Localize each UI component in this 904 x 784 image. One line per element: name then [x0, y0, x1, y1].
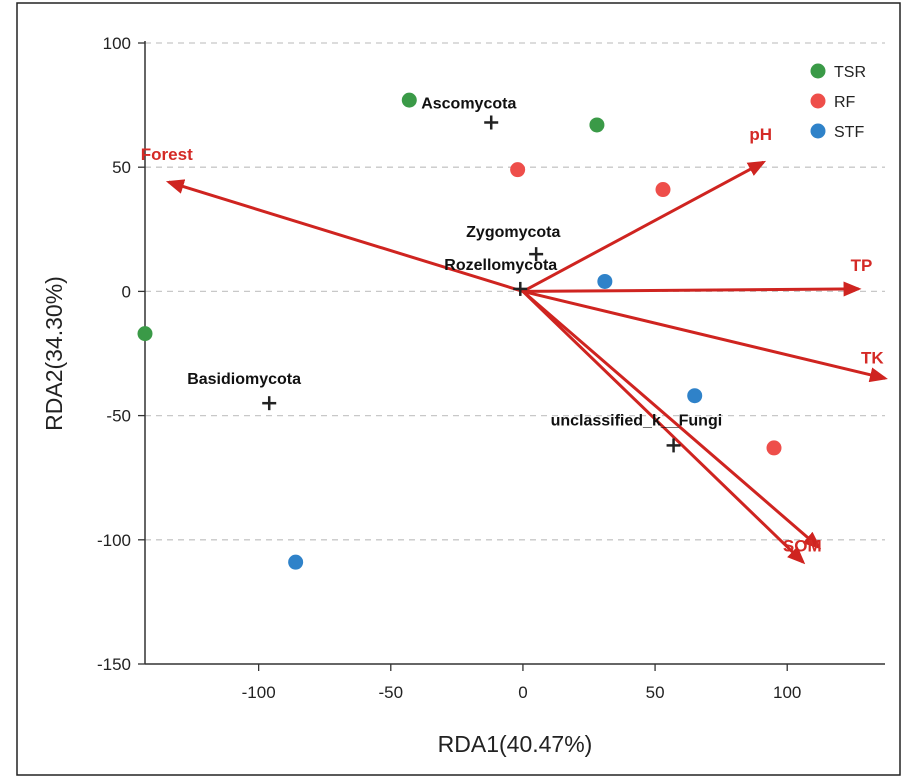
taxa-layer: Ascomycota Zygomycota Rozellomycota Basidio… [187, 95, 723, 453]
sample-point-rf [510, 162, 526, 178]
axes-layer: -150 -100 -50 0 50 100 -100 -50 0 50 100 [97, 34, 885, 702]
env-vector-arrow [522, 160, 767, 293]
env-vector-label: Forest [141, 145, 193, 164]
legend-label: STF [834, 124, 864, 141]
legend: TSR RF STF [810, 63, 866, 141]
env-vector-label: SOM [783, 536, 822, 555]
y-tick-label: 50 [112, 158, 131, 177]
taxon-label: unclassified_k__Fungi [551, 412, 723, 429]
sample-point-tsr [137, 326, 153, 342]
taxon-label: Rozellomycota [444, 257, 557, 274]
env-vector-arrow [522, 289, 888, 383]
env-vector-layer: Forest pH TP TK SOM [141, 125, 888, 565]
sample-point-rf [655, 182, 671, 198]
legend-label: RF [834, 94, 856, 111]
sample-point-layer [137, 92, 782, 570]
env-vector-label: TP [851, 256, 873, 275]
y-tick-label: 0 [122, 282, 131, 301]
sample-point-tsr [401, 92, 417, 108]
y-tick-label: 100 [103, 34, 131, 53]
x-tick-label: -100 [242, 683, 276, 702]
legend-swatch-stf [810, 123, 826, 139]
env-vector-label: pH [749, 125, 772, 144]
legend-swatch-tsr [810, 63, 826, 79]
sample-point-rf [766, 440, 782, 456]
sample-point-stf [597, 273, 613, 289]
sample-point-stf [288, 554, 304, 570]
y-tick-label: -50 [106, 407, 131, 426]
x-tick-label: 100 [773, 683, 801, 702]
legend-label: TSR [834, 64, 866, 81]
env-vector-arrow [522, 281, 862, 297]
env-vector-arrow [165, 179, 524, 293]
taxon-label: Ascomycota [421, 95, 516, 112]
taxon-label: Basidiomycota [187, 371, 301, 388]
x-axis-title: RDA1(40.47%) [438, 731, 593, 757]
x-tick-label: 50 [646, 683, 665, 702]
figure-border [16, 2, 901, 776]
taxon-label: Zygomycota [466, 224, 560, 241]
sample-point-stf [687, 388, 703, 404]
x-tick-label: -50 [378, 683, 403, 702]
legend-swatch-rf [810, 93, 826, 109]
env-vector-arrow [521, 290, 806, 565]
y-axis-title: RDA2(34.30%) [41, 276, 67, 431]
env-vector-label: TK [861, 348, 884, 367]
sample-point-tsr [589, 117, 605, 133]
env-vector-arrow [521, 290, 822, 550]
y-tick-label: -100 [97, 531, 131, 550]
y-tick-label: -150 [97, 655, 131, 674]
x-tick-label: 0 [518, 683, 527, 702]
